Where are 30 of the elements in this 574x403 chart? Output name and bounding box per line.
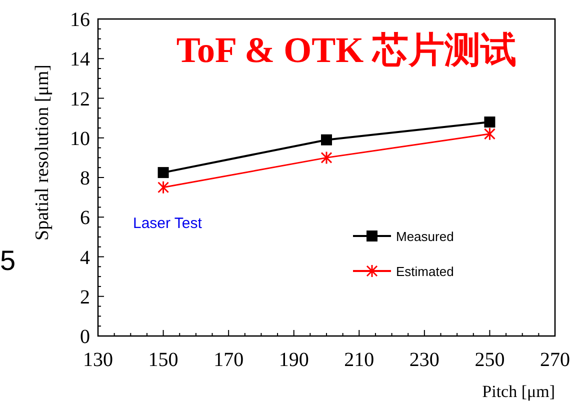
x-tick-label: 250	[474, 349, 505, 371]
y-tick-label: 0	[80, 326, 90, 348]
x-tick-label: 150	[148, 349, 178, 371]
x-tick-label: 130	[83, 349, 113, 371]
x-tick-label: 210	[344, 349, 374, 371]
y-tick-label: 8	[80, 168, 90, 190]
y-tick-label: 10	[70, 128, 90, 150]
x-tick-label: 190	[278, 349, 309, 371]
point	[158, 180, 170, 194]
legend-label: Measured	[396, 229, 454, 244]
x-tick-label: 170	[214, 349, 244, 371]
x-tick-label: 230	[409, 349, 440, 371]
y-tick-label: 2	[80, 286, 90, 308]
point	[320, 150, 332, 164]
chart-title: ToF & OTK 芯片测试	[176, 30, 517, 70]
annotation: Laser Test	[133, 215, 203, 232]
y-tick-label: 14	[70, 48, 90, 71]
text: 5	[0, 245, 16, 276]
y-tick-label: 6	[80, 207, 90, 230]
y-tick-label: 4	[80, 246, 90, 269]
y-tick-label: 16	[70, 9, 90, 31]
point	[484, 116, 496, 128]
point	[158, 167, 169, 178]
legend-label: Estimated	[396, 264, 454, 279]
x-tick-label: 270	[540, 349, 570, 371]
y-axis-title: Spatial resolution [μm]	[32, 64, 53, 240]
y-tick-label: 12	[70, 88, 90, 110]
point	[484, 127, 496, 141]
point	[321, 134, 332, 146]
x-axis-title: Pitch [μm]	[482, 382, 555, 401]
